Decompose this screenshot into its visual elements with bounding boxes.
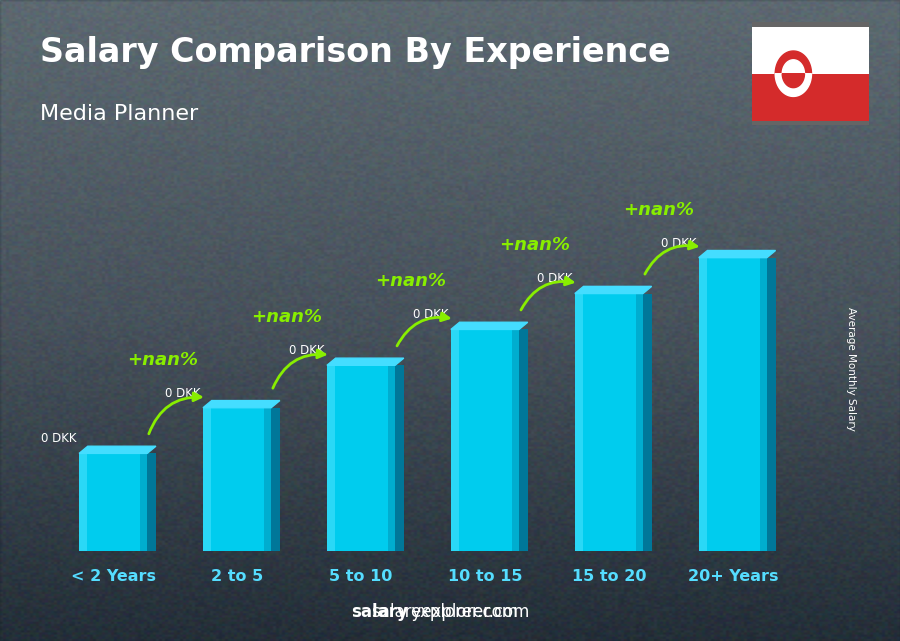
Text: +nan%: +nan%	[127, 351, 198, 369]
Polygon shape	[575, 287, 652, 294]
Text: +nan%: +nan%	[499, 237, 570, 254]
Bar	[760, 258, 767, 551]
Text: +nan%: +nan%	[374, 272, 446, 290]
Polygon shape	[698, 251, 776, 258]
Text: 0 DKK: 0 DKK	[413, 308, 448, 321]
Polygon shape	[782, 60, 805, 74]
Text: 0 DKK: 0 DKK	[165, 387, 201, 399]
Bar	[643, 294, 652, 551]
Bar	[395, 365, 404, 551]
Bar	[265, 408, 271, 551]
Text: 0 DKK: 0 DKK	[289, 344, 325, 357]
Bar	[752, 27, 869, 74]
Polygon shape	[79, 446, 156, 453]
Bar	[575, 294, 643, 551]
Polygon shape	[203, 401, 280, 408]
Text: 2 to 5: 2 to 5	[211, 569, 263, 584]
Bar	[388, 365, 395, 551]
Bar	[575, 294, 583, 551]
Bar	[451, 329, 519, 551]
Text: < 2 Years: < 2 Years	[71, 569, 156, 584]
Text: Average Monthly Salary: Average Monthly Salary	[845, 306, 856, 431]
Text: 5 to 10: 5 to 10	[329, 569, 392, 584]
Text: Media Planner: Media Planner	[40, 104, 198, 124]
Text: salaryexplorer.com: salaryexplorer.com	[371, 603, 529, 620]
Polygon shape	[782, 74, 805, 88]
Bar	[767, 258, 776, 551]
Text: 15 to 20: 15 to 20	[572, 569, 646, 584]
Text: 10 to 15: 10 to 15	[447, 569, 522, 584]
Text: 20+ Years: 20+ Years	[688, 569, 778, 584]
Bar	[327, 365, 395, 551]
Bar	[327, 365, 335, 551]
Polygon shape	[451, 322, 527, 329]
Bar	[698, 258, 706, 551]
Bar	[698, 258, 767, 551]
Text: 0 DKK: 0 DKK	[41, 432, 76, 445]
Text: 0 DKK: 0 DKK	[536, 272, 572, 285]
Bar	[451, 329, 459, 551]
Bar	[752, 74, 869, 121]
Bar	[203, 408, 212, 551]
Text: +nan%: +nan%	[251, 308, 322, 326]
Bar	[140, 453, 148, 551]
Bar	[519, 329, 527, 551]
Polygon shape	[775, 74, 812, 96]
Bar	[203, 408, 271, 551]
Bar	[79, 453, 87, 551]
Bar	[148, 453, 156, 551]
Text: +nan%: +nan%	[623, 201, 694, 219]
Bar	[271, 408, 280, 551]
Bar	[79, 453, 148, 551]
Bar	[636, 294, 643, 551]
Text: 0 DKK: 0 DKK	[661, 237, 697, 249]
Text: Salary Comparison By Experience: Salary Comparison By Experience	[40, 36, 670, 69]
Polygon shape	[775, 51, 812, 74]
Text: explorer.com: explorer.com	[410, 603, 518, 620]
Text: salary: salary	[351, 603, 408, 620]
Polygon shape	[327, 358, 404, 365]
Bar	[512, 329, 519, 551]
